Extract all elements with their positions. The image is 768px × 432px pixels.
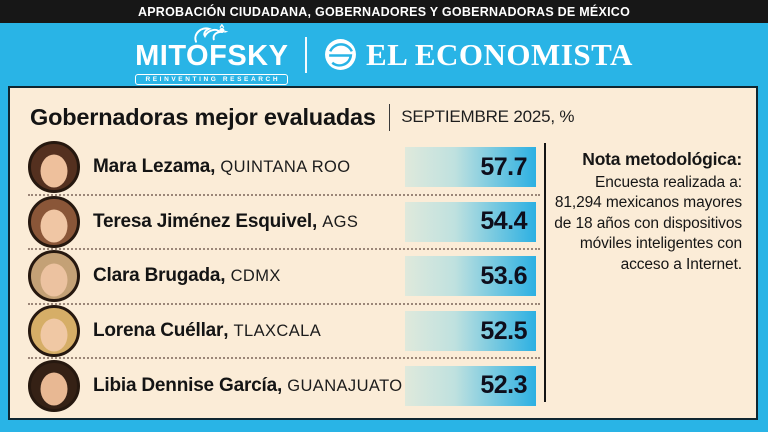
- panel-main: Mara Lezama, QUINTANA ROO 57.7 Teresa Jim…: [10, 139, 756, 418]
- avatar: [28, 359, 80, 412]
- title-divider: [388, 103, 391, 131]
- score-value: 52.3: [480, 371, 527, 400]
- row-separator: [28, 302, 540, 305]
- list-item: Libia Dennise García, GUANAJUATO 52.3: [28, 359, 544, 412]
- mitofsky-tagline: REINVENTING RESEARCH: [135, 73, 289, 86]
- comma: ,: [311, 210, 318, 232]
- mitofsky-wordmark: MITOFSKY: [135, 39, 289, 72]
- score-bar: 53.6: [405, 256, 536, 297]
- top-banner: APROBACIÓN CIUDADANA, GOBERNADORES Y GOB…: [0, 0, 768, 23]
- governor-name: Clara Brugada: [93, 265, 221, 287]
- score-value: 52.5: [480, 316, 527, 345]
- governor-label: Lorena Cuéllar, TLAXCALA: [93, 320, 321, 342]
- economista-wordmark: EL ECONOMISTA: [365, 36, 633, 72]
- row-separator: [28, 248, 540, 251]
- governor-name: Mara Lezama: [93, 156, 211, 178]
- list-item: Mara Lezama, QUINTANA ROO 57.7: [28, 141, 544, 194]
- methodology-note: Nota metodológica: Encuesta realizada a:…: [544, 143, 756, 402]
- comma: ,: [223, 320, 229, 342]
- avatar: [28, 305, 80, 358]
- note-body: Encuesta realizada a: 81,294 mexicanos m…: [554, 174, 742, 273]
- rooster-icon: [194, 23, 229, 43]
- score-bar: 57.7: [405, 147, 536, 188]
- governor-name: Lorena Cuéllar: [93, 320, 224, 342]
- score-value: 53.6: [480, 261, 527, 290]
- score-bar: 54.4: [405, 201, 536, 242]
- governor-name: Teresa Jiménez Esquivel: [93, 210, 312, 232]
- score-value: 57.7: [480, 152, 527, 181]
- score-bar: 52.5: [405, 311, 536, 352]
- comma: ,: [220, 265, 226, 287]
- state-name: AGS: [322, 212, 359, 231]
- score-value: 54.4: [480, 207, 527, 236]
- logo-band: MITOFSKY REINVENTING RESEARCH EL ECONOMI…: [0, 23, 768, 86]
- comma: ,: [210, 156, 216, 178]
- comma: ,: [276, 374, 283, 396]
- economista-e-icon: [324, 39, 356, 70]
- state-name: QUINTANA ROO: [220, 158, 351, 177]
- avatar: [28, 141, 80, 194]
- list-item: Teresa Jiménez Esquivel, AGS 54.4: [28, 195, 544, 249]
- governor-label: Mara Lezama, QUINTANA ROO: [93, 156, 351, 178]
- state-name: GUANAJUATO: [287, 376, 403, 395]
- governor-name: Libia Dennise García: [93, 374, 277, 396]
- avatar: [28, 250, 80, 303]
- list-item: Clara Brugada, CDMX 53.6: [28, 250, 544, 303]
- avatar: [28, 195, 80, 248]
- list-item: Lorena Cuéllar, TLAXCALA 52.5: [28, 305, 544, 358]
- top-banner-text: APROBACIÓN CIUDADANA, GOBERNADORES Y GOB…: [137, 4, 631, 19]
- mitofsky-logo: MITOFSKY REINVENTING RESEARCH: [135, 23, 289, 86]
- note-heading: Nota metodológica:: [582, 149, 742, 169]
- page-title: Gobernadoras mejor evaluadas: [30, 103, 376, 130]
- row-separator: [28, 193, 540, 196]
- logo-divider: [305, 36, 307, 73]
- governor-label: Libia Dennise García, GUANAJUATO: [93, 375, 403, 397]
- chart-panel: Gobernadoras mejor evaluadas SEPTIEMBRE …: [8, 86, 758, 420]
- panel-header: Gobernadoras mejor evaluadas SEPTIEMBRE …: [10, 88, 756, 139]
- period-label: SEPTIEMBRE 2025, %: [401, 107, 575, 126]
- state-name: CDMX: [230, 267, 281, 286]
- state-name: TLAXCALA: [233, 322, 322, 341]
- governors-list: Mara Lezama, QUINTANA ROO 57.7 Teresa Jim…: [10, 139, 544, 418]
- governor-label: Teresa Jiménez Esquivel, AGS: [93, 211, 358, 233]
- governor-label: Clara Brugada, CDMX: [93, 265, 281, 287]
- economista-logo: EL ECONOMISTA: [324, 37, 633, 73]
- row-separator: [28, 357, 540, 360]
- score-bar: 52.3: [405, 365, 536, 406]
